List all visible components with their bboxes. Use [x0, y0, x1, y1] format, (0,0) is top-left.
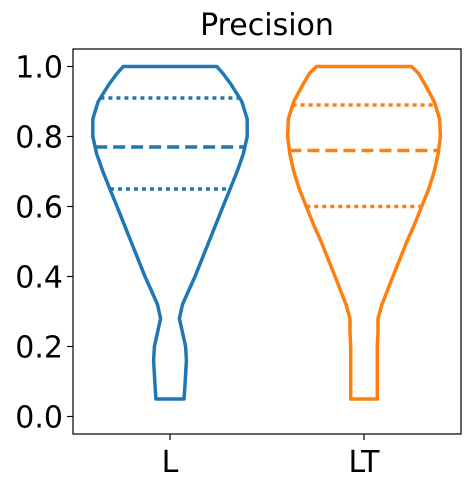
violin-group	[91, 64, 443, 401]
y-tick-label: 0.6	[15, 191, 63, 226]
chart-title: Precision	[200, 8, 334, 43]
y-tick-label: 0.4	[15, 261, 63, 296]
violin-body-l	[91, 64, 249, 401]
y-tick-label: 0.8	[15, 121, 63, 156]
violin-body-lt	[285, 64, 443, 401]
y-tick-label: 1.0	[15, 51, 63, 86]
axes: 0.0 0.2 0.4 0.6 0.8 1.0 L LT	[15, 51, 380, 481]
y-tick-label: 0.2	[15, 331, 63, 366]
y-tick-label: 0.0	[15, 401, 63, 436]
x-tick-label: LT	[349, 445, 381, 480]
plot-frame	[72, 48, 462, 435]
x-tick-label: L	[162, 445, 179, 480]
